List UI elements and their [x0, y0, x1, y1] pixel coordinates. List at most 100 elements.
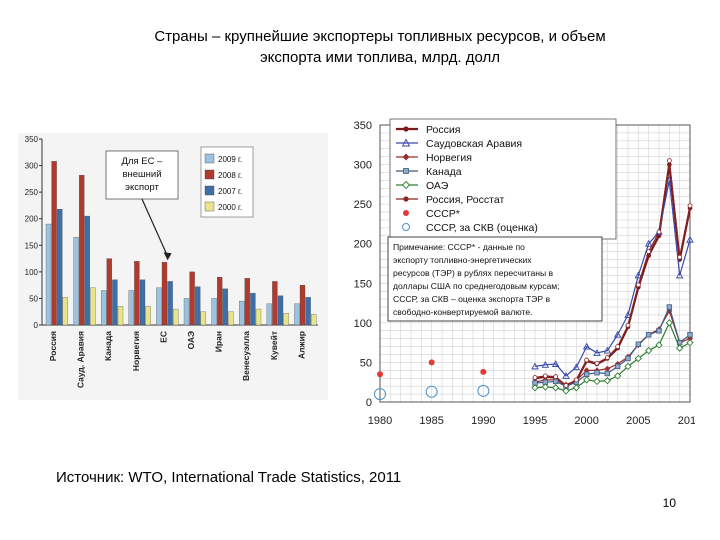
bar — [112, 279, 118, 326]
series-marker — [686, 339, 694, 347]
note-text: доллары США по среднегодовым курсам; — [393, 281, 560, 291]
y-tick-label: 200 — [25, 215, 39, 224]
bar — [90, 287, 96, 326]
legend-swatch — [204, 185, 215, 196]
bar — [57, 208, 63, 326]
y-tick-label: 100 — [25, 268, 39, 277]
bar — [217, 277, 223, 326]
series-marker — [646, 249, 652, 255]
legend-label: ОАЭ — [426, 180, 449, 192]
x-tick-label: 2005 — [626, 415, 650, 427]
ussr-skv-point — [425, 385, 438, 398]
x-tick-label: Кувейт — [269, 331, 279, 360]
bar — [305, 297, 311, 326]
note-text: СССР, за СКВ – оценка экспорта ТЭР в — [393, 294, 550, 304]
x-tick-label: 1980 — [368, 415, 392, 427]
bar — [45, 223, 52, 326]
y-tick-label: 150 — [25, 241, 39, 250]
series-marker — [553, 374, 559, 380]
title-line-2: экспорта ими топлива, млрд. долл — [259, 49, 500, 66]
legend-marker — [403, 168, 409, 174]
annotation-arrow — [141, 198, 169, 257]
y-tick-label: 350 — [25, 135, 39, 144]
legend-marker — [401, 180, 411, 190]
source-caption: Источник: WTO, International Trade Stati… — [56, 469, 402, 486]
series-marker — [541, 360, 550, 368]
bar — [211, 298, 217, 326]
series-marker — [687, 332, 693, 338]
legend-label: Россия, Росстат — [426, 194, 504, 206]
x-tick-label: 1985 — [419, 415, 443, 427]
series-marker — [593, 348, 601, 356]
series-marker — [676, 344, 684, 352]
series-marker — [614, 363, 621, 370]
legend-label: Канада — [426, 166, 462, 178]
ussr-point — [428, 359, 435, 366]
series-marker — [634, 271, 643, 279]
legend-marker — [402, 153, 410, 161]
series-marker — [593, 377, 601, 386]
legend-marker — [403, 126, 409, 132]
bar — [228, 311, 234, 326]
series-marker — [635, 282, 641, 288]
x-tick-label: 1995 — [523, 415, 547, 427]
series-marker — [531, 384, 539, 392]
note-box — [387, 236, 603, 322]
x-tick-label: 1990 — [471, 415, 495, 427]
x-tick-label: ЕС — [158, 331, 168, 343]
series-marker — [582, 342, 591, 350]
series-marker — [656, 229, 662, 235]
bar — [134, 261, 140, 326]
bar — [73, 237, 79, 326]
ussr-skv-point — [477, 384, 490, 397]
y-tick-label: 300 — [354, 160, 372, 172]
bar — [139, 279, 146, 326]
x-tick-label: 2000 — [574, 415, 598, 427]
legend-swatch — [204, 201, 215, 212]
x-tick-label: Канада — [103, 331, 113, 361]
x-tick-label: Сауд. Аравия — [76, 331, 86, 388]
series-marker — [541, 383, 549, 391]
legend-label: Россия — [426, 124, 460, 136]
y-tick-label: 250 — [25, 188, 39, 197]
bar — [62, 297, 68, 326]
y-tick-label: 100 — [354, 318, 372, 330]
x-tick-label: Венесуэлла — [241, 331, 251, 381]
bar — [222, 288, 228, 326]
bar — [156, 287, 162, 326]
series-marker — [666, 304, 673, 310]
legend-label: 2009 г. — [218, 155, 242, 164]
series-marker — [604, 355, 610, 361]
series-marker — [552, 378, 559, 385]
series-marker — [594, 370, 600, 376]
bar — [84, 215, 90, 326]
legend-marker — [403, 196, 409, 202]
bar — [272, 281, 278, 326]
series-marker — [594, 360, 600, 366]
series-marker — [604, 365, 611, 372]
series-line — [534, 321, 691, 392]
bar-chart-svg: 0 50 100 150 200 250 300 350 Россия Сауд. Аравия К… — [25, 135, 318, 388]
legend-label: 2007 г. — [218, 187, 242, 196]
series-marker — [531, 362, 539, 370]
y-tick-label: 0 — [34, 321, 39, 330]
legend-swatch — [204, 169, 215, 180]
series-line — [534, 180, 691, 377]
page-number: 10 — [662, 496, 676, 510]
ussr-point — [480, 368, 487, 375]
note-text: ресурсов (ТЭР) в рублях пересчитаны в — [393, 268, 554, 278]
bar — [101, 290, 107, 326]
x-tick-label: 2010 — [678, 415, 695, 427]
series-marker — [614, 372, 622, 380]
bar — [239, 300, 245, 326]
x-tick-label: Алжир — [296, 331, 306, 359]
y-tick-label: 50 — [29, 294, 38, 303]
series-marker — [552, 384, 560, 392]
bar — [195, 286, 201, 326]
legend-label: СССР, за СКВ (оценка) — [426, 222, 538, 234]
series-marker — [686, 235, 694, 243]
annotation-text: экспорт — [125, 182, 159, 193]
series-marker — [635, 341, 642, 347]
y-tick-label: 200 — [354, 239, 372, 251]
ussr-point — [377, 371, 383, 378]
